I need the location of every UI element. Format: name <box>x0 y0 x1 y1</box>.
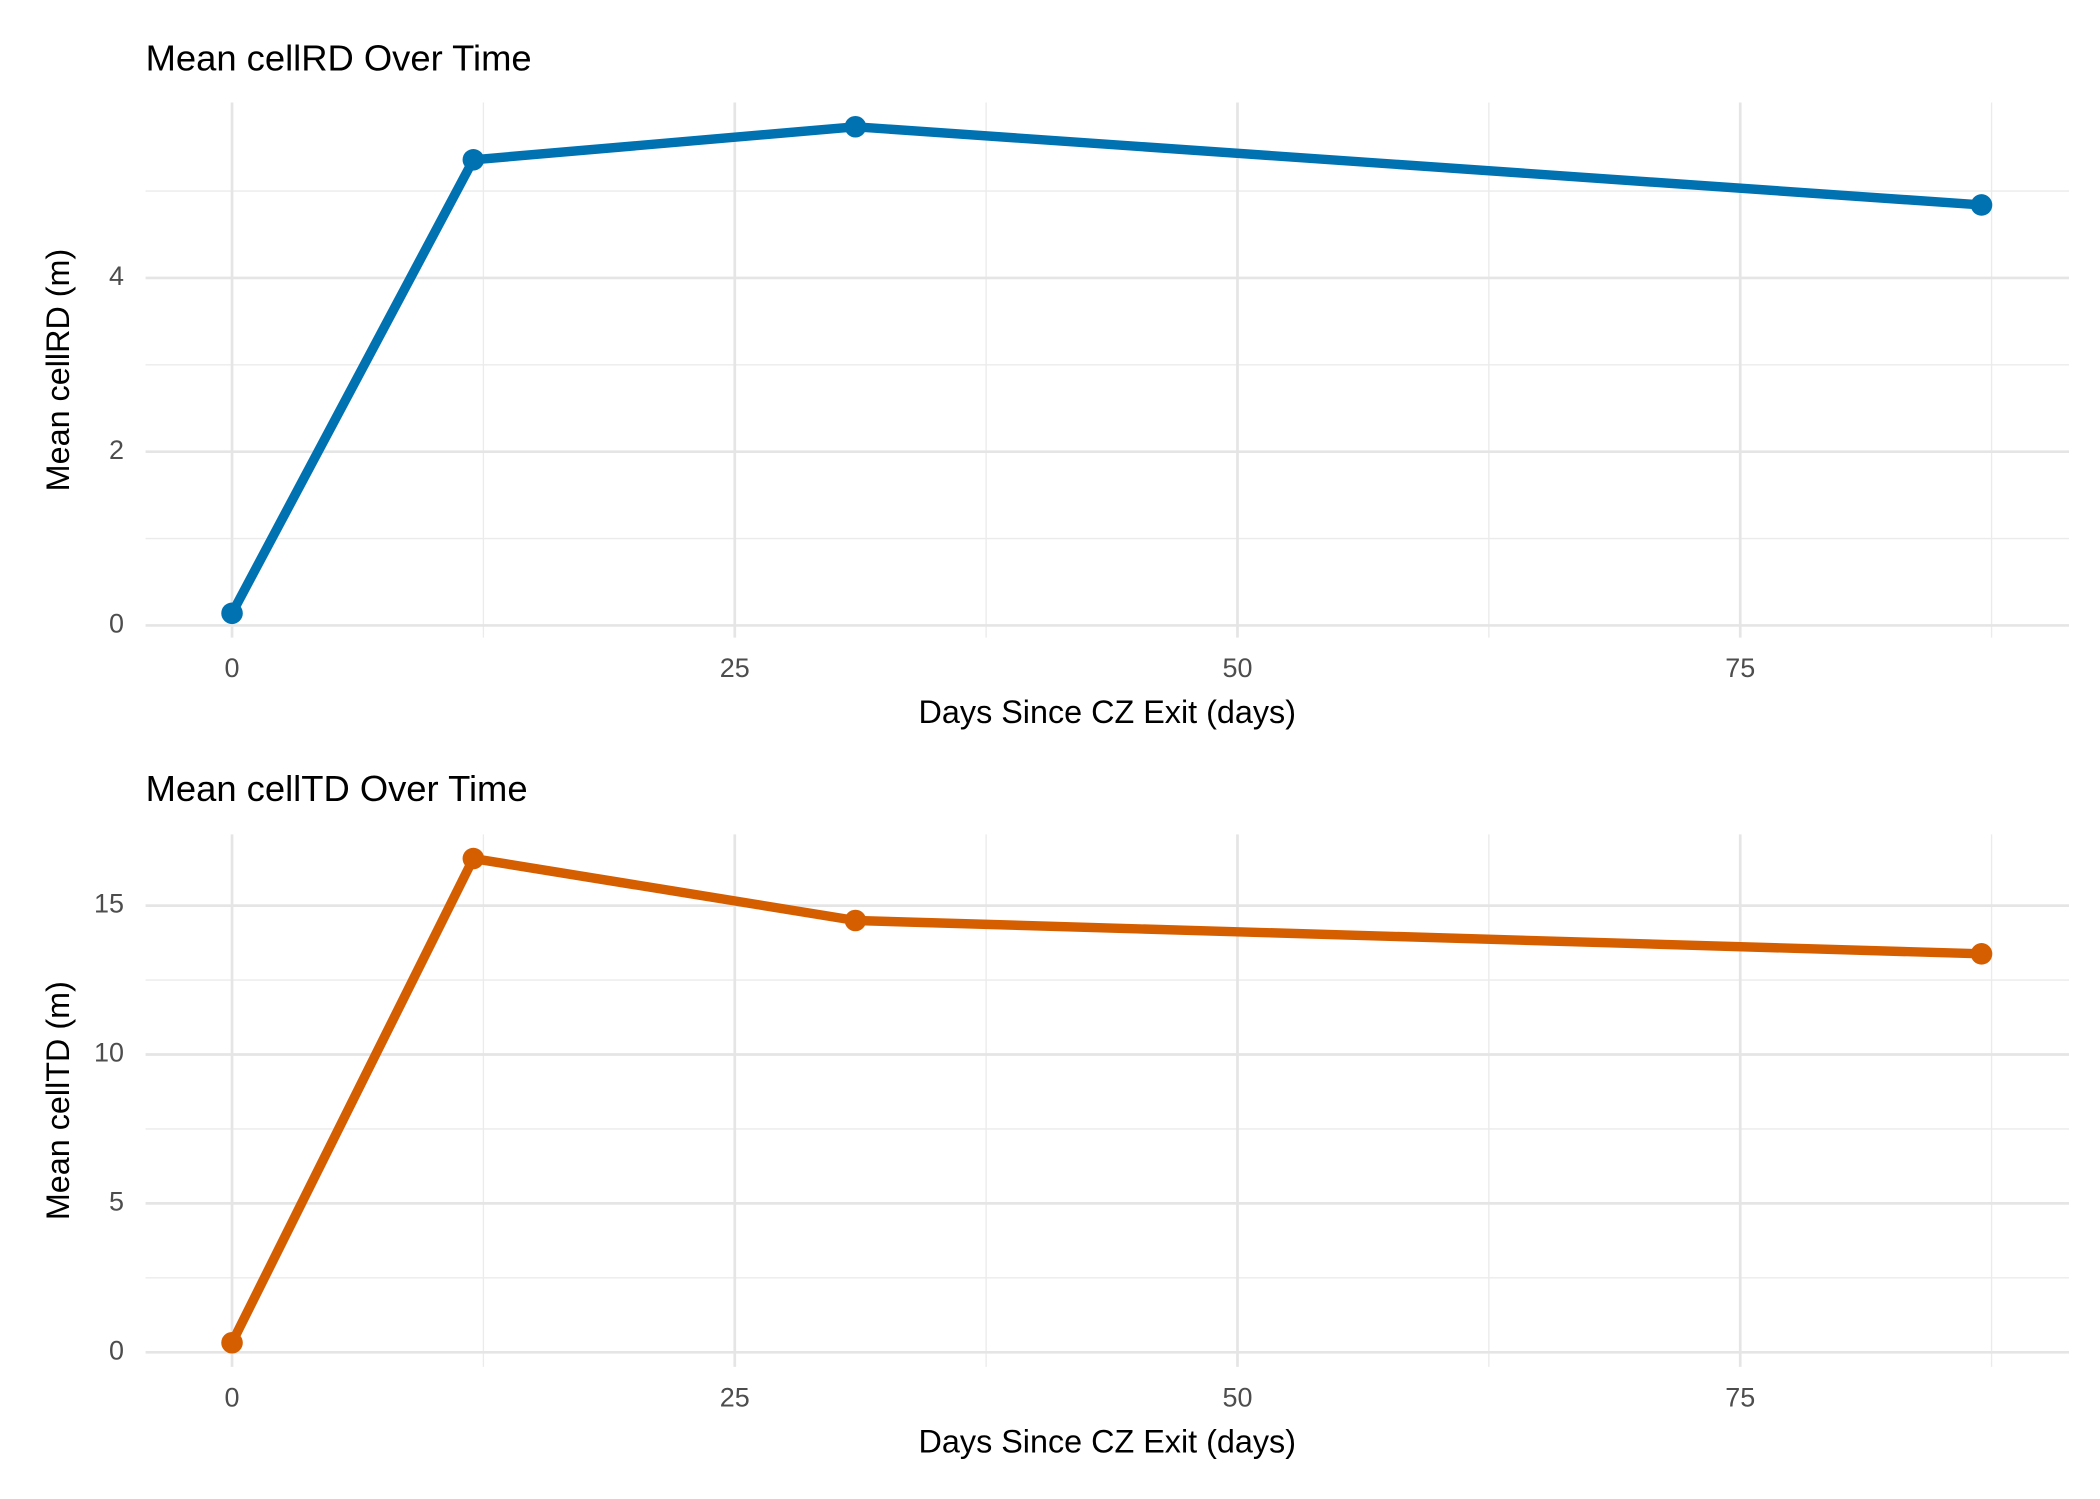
point <box>1970 194 1993 216</box>
x-axis-title: Days Since CZ Exit (days) <box>919 1423 1296 1459</box>
x-tick-label: 0 <box>225 653 240 683</box>
x-tick-label: 0 <box>225 1382 240 1412</box>
y-tick-label: 10 <box>94 1038 124 1068</box>
point <box>844 909 867 932</box>
y-tick-label: 0 <box>109 609 124 639</box>
y-tick-label: 5 <box>109 1187 124 1217</box>
x-tick-label: 75 <box>1725 653 1755 683</box>
y-axis-title: Mean cellTD (m) <box>40 981 76 1220</box>
point <box>221 602 243 625</box>
x-tick-label: 50 <box>1223 653 1253 683</box>
x-tick-label: 50 <box>1223 1382 1253 1412</box>
x-axis-title: Days Since CZ Exit (days) <box>919 694 1296 730</box>
y-tick-label: 2 <box>109 435 124 465</box>
point <box>462 149 485 171</box>
line <box>227 122 1982 616</box>
x-tick-label: 75 <box>1725 1382 1755 1412</box>
y-tick-label: 15 <box>94 889 124 919</box>
line <box>227 853 1982 1345</box>
y-tick-label: 0 <box>109 1335 124 1365</box>
chart-title: Mean cellRD Over Time <box>146 37 532 78</box>
point <box>1970 943 1993 965</box>
chart-title: Mean cellTD Over Time <box>146 768 528 809</box>
point <box>462 847 485 870</box>
x-tick-label: 25 <box>720 653 750 683</box>
point <box>221 1331 243 1354</box>
y-tick-label: 4 <box>109 261 124 291</box>
point <box>844 115 867 138</box>
y-axis-title: Mean cellRD (m) <box>40 249 76 492</box>
x-tick-label: 25 <box>720 1382 750 1412</box>
